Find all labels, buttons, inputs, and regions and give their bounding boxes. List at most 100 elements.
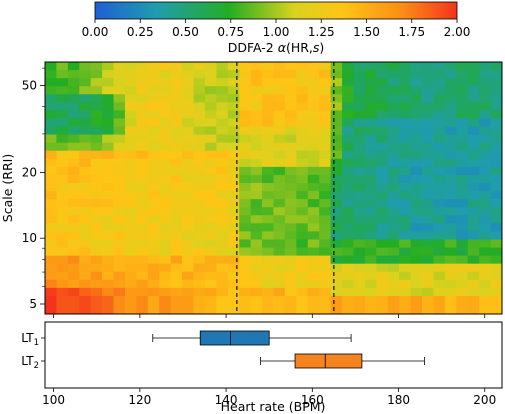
heatmap-cell — [330, 134, 343, 144]
heatmap-cell — [147, 118, 160, 127]
heatmap-cell — [376, 78, 389, 87]
heatmap-cell — [330, 287, 343, 297]
heatmap-cell — [90, 199, 103, 208]
heatmap-cell — [399, 86, 411, 95]
heatmap-cell — [204, 231, 217, 240]
heatmap-cell — [45, 174, 57, 184]
heatmap-cell — [45, 102, 57, 111]
heatmap-cell — [67, 70, 80, 79]
heatmap-cell — [113, 191, 126, 200]
heatmap-cell — [159, 215, 172, 224]
heatmap-cell — [159, 263, 172, 273]
heatmap-cell — [182, 118, 194, 127]
x-tick-label: 180 — [387, 393, 410, 407]
heatmap-cell — [216, 110, 229, 119]
heatmap-cell — [204, 263, 217, 273]
heatmap-cell — [376, 247, 389, 256]
heatmap-cell — [250, 62, 263, 71]
heatmap-cell — [90, 118, 103, 127]
heatmap-cell — [204, 199, 217, 208]
heatmap-cell — [227, 263, 240, 273]
heatmap-cell — [479, 223, 491, 232]
heatmap-cell — [444, 62, 457, 71]
heatmap-cell — [342, 263, 354, 273]
heatmap-cell — [273, 102, 286, 111]
heatmap-cell — [319, 199, 332, 208]
heatmap-cell — [456, 183, 469, 192]
heatmap-cell — [136, 239, 149, 248]
heatmap-cell — [204, 183, 217, 192]
heatmap-cell — [387, 231, 400, 240]
heatmap-cell — [330, 62, 343, 71]
heatmap-cell — [456, 102, 469, 111]
heatmap-cell — [216, 70, 229, 79]
heatmap-cell — [136, 247, 149, 256]
heatmap-cell — [364, 215, 377, 224]
heatmap-cell — [262, 183, 274, 192]
heatmap-cell — [399, 166, 411, 176]
heatmap-cell — [490, 295, 502, 314]
heatmap-cell — [136, 287, 149, 297]
heatmap-cell — [102, 287, 114, 297]
heatmap-cell — [239, 207, 252, 216]
heatmap-cell — [433, 215, 446, 224]
heatmap-cell — [45, 166, 57, 176]
heatmap-cell — [353, 247, 366, 256]
heatmap-cell — [319, 158, 332, 168]
heatmap-cell — [364, 86, 377, 95]
heatmap-cell — [67, 174, 80, 184]
heatmap-cell — [399, 191, 411, 200]
heatmap-cell — [364, 183, 377, 192]
heatmap-cell — [353, 174, 366, 184]
heatmap-cell — [342, 255, 354, 265]
heatmap-cell — [216, 255, 229, 265]
heatmap-cell — [490, 78, 502, 87]
heatmap-cell — [250, 142, 263, 152]
heatmap-cell — [147, 239, 160, 248]
heatmap-cell — [364, 94, 377, 103]
heatmap-cell — [376, 150, 389, 160]
heatmap-cell — [296, 70, 309, 79]
heatmap-cell — [273, 215, 286, 224]
heatmap-cell — [444, 78, 457, 87]
heatmap-cell — [113, 223, 126, 232]
heatmap-cell — [227, 207, 240, 216]
heatmap-cell — [79, 110, 92, 119]
heatmap-cell — [444, 215, 457, 224]
heatmap-cell — [422, 231, 434, 240]
heatmap-cell — [56, 134, 69, 144]
heatmap-cell — [102, 263, 114, 273]
heatmap-cell — [433, 118, 446, 127]
heatmap-cell — [67, 118, 80, 127]
heatmap-cell — [273, 118, 286, 127]
heatmap-cell — [376, 118, 389, 127]
heatmap-cell — [216, 223, 229, 232]
heatmap-cell — [147, 94, 160, 103]
heatmap-cell — [342, 271, 354, 281]
heatmap-cell — [364, 295, 377, 314]
heatmap-cell — [216, 295, 229, 314]
heatmap-cell — [56, 94, 69, 103]
heatmap-cell — [456, 70, 469, 79]
heatmap-cell — [90, 158, 103, 168]
heatmap-cell — [67, 78, 80, 87]
heatmap-cell — [273, 78, 286, 87]
heatmap-cell — [376, 279, 389, 289]
heatmap-cell — [147, 263, 160, 273]
heatmap-cell — [433, 223, 446, 232]
heatmap-cell — [319, 223, 332, 232]
heatmap-cell — [353, 102, 366, 111]
heatmap-cell — [467, 78, 480, 87]
heatmap-cell — [193, 142, 206, 152]
heatmap-cell — [124, 150, 137, 160]
heatmap-cell — [102, 166, 114, 176]
heatmap-cell — [284, 70, 297, 79]
heatmap-cell — [124, 70, 137, 79]
heatmap-cell — [296, 199, 309, 208]
heatmap-cell — [250, 295, 263, 314]
heatmap-cell — [159, 158, 172, 168]
heatmap-cell — [170, 263, 183, 273]
heatmap-cell — [399, 150, 411, 160]
heatmap-cell — [422, 223, 434, 232]
